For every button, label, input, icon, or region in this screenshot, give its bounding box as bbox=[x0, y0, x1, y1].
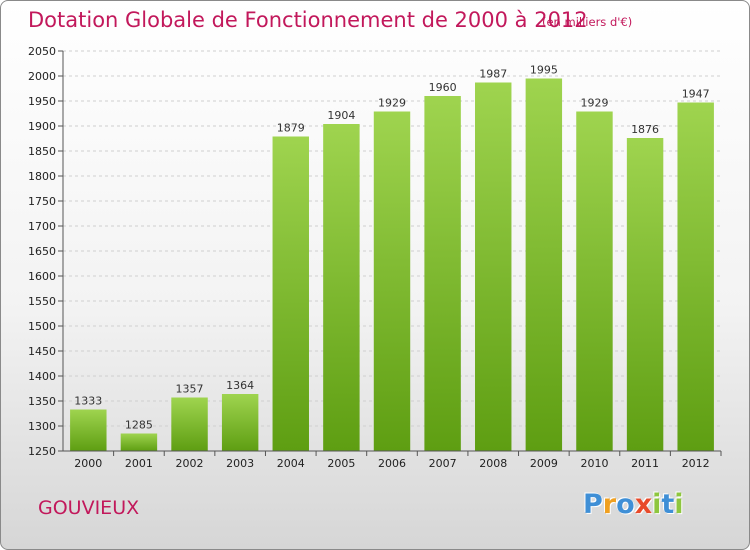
x-tick-label: 2011 bbox=[631, 457, 659, 470]
y-tick-label: 1900 bbox=[28, 120, 56, 133]
x-tick-label: 2010 bbox=[580, 457, 608, 470]
x-tick-label: 2008 bbox=[479, 457, 507, 470]
y-tick-label: 1950 bbox=[28, 95, 56, 108]
y-tick-label: 1550 bbox=[28, 295, 56, 308]
x-tick-label: 2007 bbox=[429, 457, 457, 470]
bar-2006 bbox=[373, 111, 411, 451]
x-tick-label: 2006 bbox=[378, 457, 406, 470]
y-tick-label: 1450 bbox=[28, 345, 56, 358]
x-tick-label: 2003 bbox=[226, 457, 254, 470]
bar-2003 bbox=[221, 394, 259, 451]
y-tick-label: 1250 bbox=[28, 445, 56, 458]
y-tick-label: 2050 bbox=[28, 45, 56, 58]
data-label: 1333 bbox=[74, 395, 102, 408]
data-labels: 1333 1285 1357 1364 1879 1904 1929 1960 1987 1995… bbox=[74, 64, 709, 432]
bar-2002 bbox=[171, 397, 208, 451]
bar-2007 bbox=[424, 96, 461, 451]
y-tick-label: 1750 bbox=[28, 195, 56, 208]
y-tick-label: 1400 bbox=[28, 370, 56, 383]
y-tick-label: 1850 bbox=[28, 145, 56, 158]
bar-2009 bbox=[525, 78, 563, 451]
x-tick-label: 2012 bbox=[682, 457, 710, 470]
x-tick-label: 2002 bbox=[176, 457, 204, 470]
x-tick-label: 2005 bbox=[327, 457, 355, 470]
x-tick-label: 2004 bbox=[277, 457, 305, 470]
bar-2008 bbox=[475, 82, 512, 451]
y-tick-label: 1500 bbox=[28, 320, 56, 333]
bars bbox=[70, 78, 714, 451]
y-tick-label: 1300 bbox=[28, 420, 56, 433]
y-tick-label: 2000 bbox=[28, 70, 56, 83]
data-label: 1876 bbox=[631, 123, 659, 136]
data-label: 1357 bbox=[176, 383, 204, 396]
data-label: 1987 bbox=[479, 68, 507, 81]
x-axis-ticks: 2000 2001 2002 2003 2004 2005 2006 2007 2008 2009… bbox=[74, 451, 722, 470]
chart-unit: (en milliers d'€) bbox=[542, 15, 633, 29]
data-label: 1929 bbox=[378, 97, 406, 110]
data-label: 1364 bbox=[226, 379, 254, 392]
y-tick-label: 1600 bbox=[28, 270, 56, 283]
bar-2000 bbox=[70, 409, 107, 451]
bar-2001 bbox=[120, 433, 158, 451]
bar-2010 bbox=[576, 111, 613, 451]
y-tick-label: 1700 bbox=[28, 220, 56, 233]
data-label: 1947 bbox=[682, 88, 710, 101]
y-tick-label: 1800 bbox=[28, 170, 56, 183]
bar-2012 bbox=[677, 102, 714, 451]
commune-name: GOUVIEUX bbox=[38, 497, 140, 519]
data-label: 1929 bbox=[580, 97, 608, 110]
y-axis-ticks: 1250 1300 1350 1400 1450 1500 1550 1600 1650 1700… bbox=[28, 45, 63, 458]
data-label: 1960 bbox=[429, 81, 457, 94]
data-label: 1879 bbox=[277, 122, 305, 135]
x-tick-label: 2001 bbox=[125, 457, 153, 470]
x-tick-label: 2000 bbox=[74, 457, 102, 470]
data-label: 1285 bbox=[125, 419, 153, 432]
proxiti-logo: Proxiti bbox=[583, 489, 684, 520]
bar-2011 bbox=[626, 138, 664, 451]
y-tick-label: 1350 bbox=[28, 395, 56, 408]
data-label: 1904 bbox=[327, 109, 355, 122]
y-tick-label: 1650 bbox=[28, 245, 56, 258]
bar-2005 bbox=[323, 124, 360, 451]
x-tick-label: 2009 bbox=[530, 457, 558, 470]
chart-title: Dotation Globale de Fonctionnement de 20… bbox=[28, 8, 588, 32]
bar-2004 bbox=[272, 136, 309, 451]
data-label: 1995 bbox=[530, 64, 558, 77]
